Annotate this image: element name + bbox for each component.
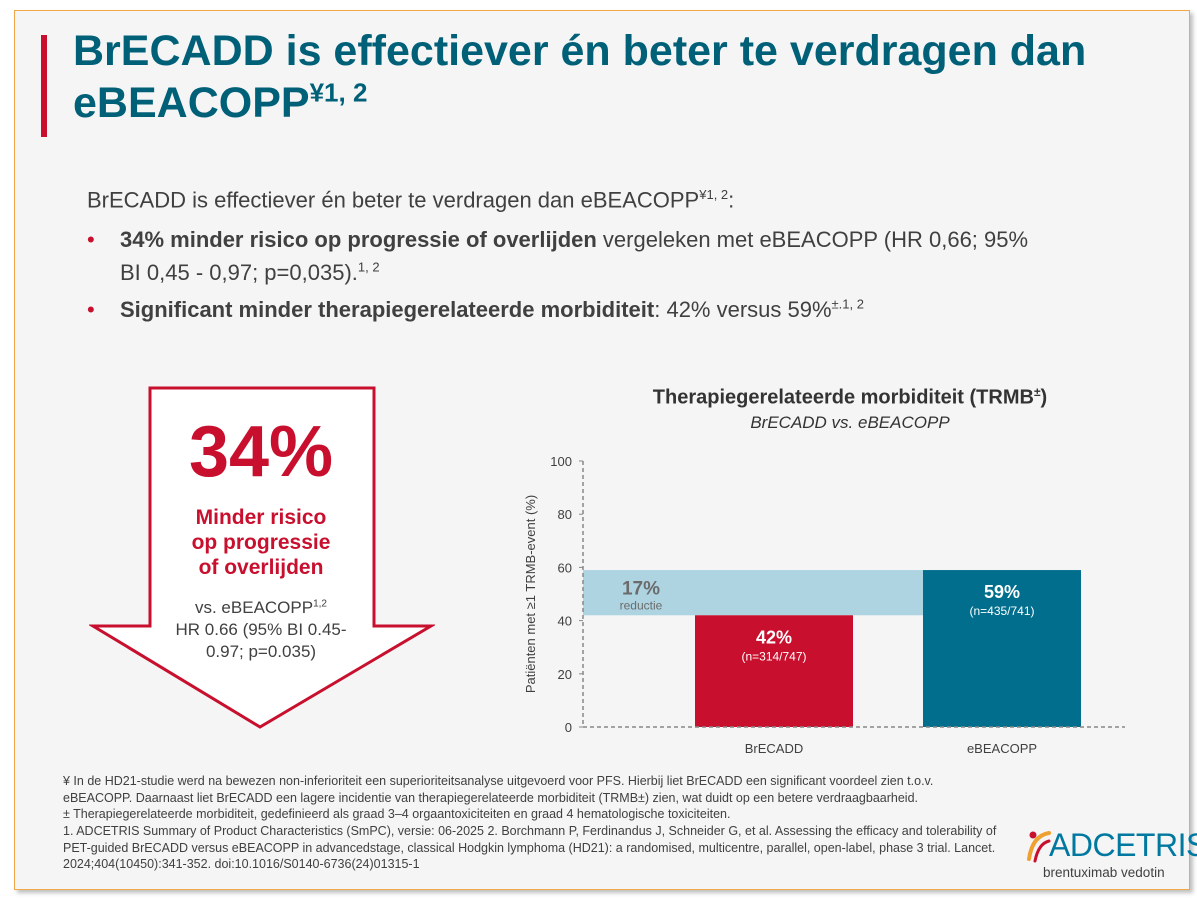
logo-mark-icon xyxy=(1027,831,1051,863)
logo-wordmark: ADCETRIS® xyxy=(1049,827,1197,864)
key-point-efficacy: 34% minder risico op progressie of overl… xyxy=(87,223,1047,289)
hr-line: 0.97; p=0.035) xyxy=(205,642,317,662)
footnote: ¥ In de HD21-studie werd na bewezen non-… xyxy=(63,774,934,805)
bar-n-label: (n=314/747) xyxy=(741,649,806,663)
footnotes: ¥ In de HD21-studie werd na bewezen non-… xyxy=(63,773,1003,873)
chart-subtitle: BrECADD vs. eBEACOPP xyxy=(750,413,950,432)
y-tick-label: 100 xyxy=(550,454,572,469)
bar-value-label: 59% xyxy=(984,582,1020,602)
key-points-list: 34% minder risico op progressie of overl… xyxy=(87,223,1047,330)
bar-ebeacopp xyxy=(923,570,1081,727)
y-tick-label: 0 xyxy=(565,720,572,735)
logo-brand: ADCETRIS xyxy=(1049,827,1197,863)
key-point-efficacy-bold: 34% minder risico op progressie of overl… xyxy=(120,227,597,252)
page-title-text: BrECADD is effectiever én beter te verdr… xyxy=(73,27,1087,128)
page-title-sup: ¥1, 2 xyxy=(309,78,368,109)
key-point-morbidity: Significant minder therapiegerelateerde … xyxy=(87,293,1047,326)
risk-reduction-percent: 34% xyxy=(188,412,334,492)
morbidity-bar-chart: 42% (n=314/747) BrECADD 59% (n=435/741) eBEAC… xyxy=(523,454,1125,756)
risk-label-line: op progressie xyxy=(191,531,331,555)
page-title: BrECADD is effectiever én beter te verdr… xyxy=(73,25,1163,130)
down-arrow-shape xyxy=(89,386,435,729)
key-point-morbidity-sup: ±.1, 2 xyxy=(831,296,864,312)
bar-value-label: 42% xyxy=(756,627,792,647)
y-tick-label: 40 xyxy=(558,614,572,629)
key-point-morbidity-text: : 42% versus 59% xyxy=(654,297,832,322)
vs-line: vs. eBEACOPP1,2 xyxy=(151,597,371,619)
y-tick-label: 80 xyxy=(558,507,572,522)
y-tick-label: 20 xyxy=(558,667,572,682)
y-axis-label: Patiënten met ≥1 TRMB-event (%) xyxy=(523,495,538,693)
bar-n-label: (n=435/741) xyxy=(969,604,1034,618)
risk-label-line: of overlijden xyxy=(198,556,324,580)
chart-title: Therapiegerelateerde morbiditeit (TRMB±) xyxy=(525,385,1175,410)
key-point-morbidity-bold: Significant minder therapiegerelateerde … xyxy=(120,297,655,322)
key-point-efficacy-text: vergeleken met eBEACOPP (HR 0,66; 95% BI… xyxy=(120,227,1029,285)
intro-sup: ¥1, 2 xyxy=(699,187,729,202)
chart-title-end: ) xyxy=(1040,386,1048,409)
intro-main: BrECADD is effectiever én beter te verdr… xyxy=(87,187,700,213)
x-tick-label: eBEACOPP xyxy=(967,741,1037,756)
reduction-band xyxy=(583,570,923,616)
title-accent-bar xyxy=(41,35,47,137)
vs-sup: 1,2 xyxy=(313,598,327,610)
intro-end: : xyxy=(728,187,735,213)
risk-label-line: Minder risico xyxy=(195,506,327,529)
logo-tagline: brentuximab vedotin xyxy=(1043,865,1165,880)
chart-title-text: Therapiegerelateerde morbiditeit (TRMB xyxy=(652,386,1034,409)
risk-reduction-label: Minder risico op progressie of overlijde… xyxy=(151,505,371,581)
chart-title-sup: ± xyxy=(1033,385,1041,399)
key-point-efficacy-sup: 1, 2 xyxy=(357,259,380,275)
comparison-details: vs. eBEACOPP1,2 HR 0.66 (95% BI 0.45- 0.… xyxy=(151,597,371,663)
y-tick-label: 60 xyxy=(558,560,572,575)
vs-text: vs. eBEACOPP xyxy=(194,598,314,617)
adcetris-logo: ADCETRIS® brentuximab vedotin xyxy=(1023,827,1197,885)
x-tick-label: BrECADD xyxy=(745,741,804,756)
slide: BrECADD is effectiever én beter te verdr… xyxy=(14,10,1197,890)
reduction-sublabel: reductie xyxy=(620,599,663,613)
reduction-value-label: 17% xyxy=(622,579,660,600)
hr-line: HR 0.66 (95% BI 0.45- xyxy=(175,620,347,640)
footnote: 1. ADCETRIS Summary of Product Character… xyxy=(63,823,997,872)
bar-brecadd xyxy=(695,615,853,727)
intro-text: BrECADD is effectiever én beter te verdr… xyxy=(87,187,734,213)
footnote: ± Therapiegerelateerde morbiditeit, gede… xyxy=(63,807,731,822)
